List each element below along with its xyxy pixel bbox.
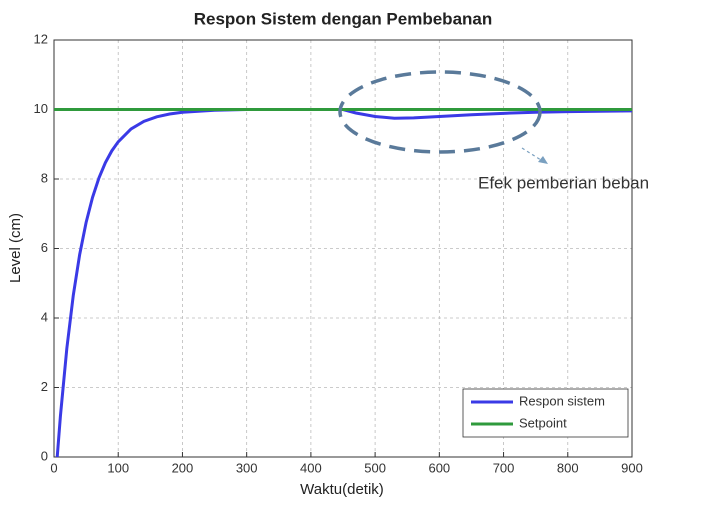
- chart: Respon Sistem dengan Pembebanan Waktu(de…: [0, 0, 702, 509]
- y-axis-label: Level (cm): [7, 213, 24, 283]
- y-tick-label: 4: [41, 309, 48, 324]
- y-tick-label: 8: [41, 170, 48, 185]
- x-tick-label: 500: [364, 460, 386, 475]
- legend-label: Setpoint: [519, 415, 567, 430]
- annotation: Efek pemberian beban: [478, 173, 649, 192]
- x-tick-label: 300: [236, 460, 258, 475]
- y-tick-label: 12: [34, 31, 48, 46]
- chart-title: Respon Sistem dengan Pembebanan: [194, 9, 493, 28]
- y-tick-label: 10: [34, 101, 48, 116]
- x-tick-label: 400: [300, 460, 322, 475]
- legend-label: Respon sistem: [519, 393, 605, 408]
- x-tick-label: 0: [50, 460, 57, 475]
- x-tick-label: 100: [107, 460, 129, 475]
- x-tick-label: 900: [621, 460, 643, 475]
- x-tick-label: 800: [557, 460, 579, 475]
- x-tick-label: 600: [428, 460, 450, 475]
- x-tick-label: 200: [172, 460, 194, 475]
- x-axis-label: Waktu(detik): [300, 481, 384, 498]
- x-tick-label: 700: [493, 460, 515, 475]
- y-tick-label: 2: [41, 379, 48, 394]
- y-tick-label: 0: [41, 448, 48, 463]
- y-tick-label: 6: [41, 240, 48, 255]
